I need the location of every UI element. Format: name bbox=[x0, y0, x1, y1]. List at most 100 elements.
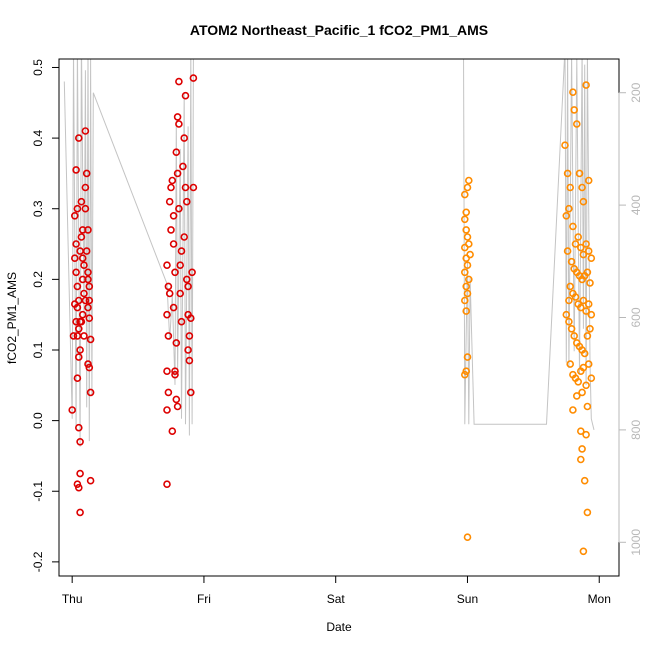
data-point bbox=[576, 427, 585, 436]
data-point bbox=[175, 120, 183, 128]
right-y-tick-label: 200 bbox=[629, 82, 643, 102]
data-point bbox=[80, 261, 88, 270]
altitude-trace-line bbox=[63, 59, 595, 447]
data-point bbox=[463, 289, 472, 298]
data-point bbox=[578, 183, 586, 192]
data-point bbox=[566, 360, 575, 368]
data-point bbox=[463, 261, 472, 270]
data-point bbox=[72, 240, 80, 248]
data-point bbox=[464, 176, 473, 185]
data-point bbox=[171, 367, 179, 376]
data-point bbox=[75, 353, 83, 361]
data-point bbox=[579, 547, 588, 556]
data-point bbox=[576, 243, 585, 252]
data-point bbox=[72, 268, 80, 277]
data-point bbox=[164, 388, 173, 397]
x-axis: Thu Fri Sat Sun Mon bbox=[62, 575, 611, 606]
data-point bbox=[84, 303, 92, 312]
data-point bbox=[579, 250, 588, 259]
data-point bbox=[574, 377, 583, 386]
data-point bbox=[78, 254, 87, 263]
x-tick-label: Sun bbox=[457, 592, 478, 606]
data-point bbox=[462, 226, 471, 234]
data-point bbox=[163, 367, 171, 376]
data-point bbox=[163, 480, 171, 489]
data-point bbox=[562, 212, 571, 220]
data-point bbox=[167, 226, 175, 234]
data-point bbox=[75, 134, 83, 142]
data-point bbox=[176, 289, 184, 298]
data-point bbox=[86, 388, 95, 397]
data-point bbox=[460, 190, 469, 199]
data-point bbox=[85, 282, 94, 291]
data-point bbox=[163, 261, 171, 270]
data-point bbox=[80, 332, 88, 340]
data-point bbox=[460, 296, 469, 305]
data-point bbox=[172, 339, 181, 347]
y-tick-label: 0.5 bbox=[31, 59, 45, 76]
data-point bbox=[586, 324, 594, 333]
data-point bbox=[582, 240, 590, 248]
data-point bbox=[460, 215, 469, 224]
data-point bbox=[69, 332, 78, 340]
data-point bbox=[81, 204, 90, 213]
data-point bbox=[73, 303, 82, 312]
data-point bbox=[176, 261, 184, 270]
data-point bbox=[570, 332, 579, 340]
data-point bbox=[462, 367, 471, 376]
data-point bbox=[566, 183, 575, 192]
data-point bbox=[71, 254, 79, 263]
data-point bbox=[173, 402, 182, 411]
data-point bbox=[571, 293, 580, 301]
data-point bbox=[466, 250, 474, 259]
data-point bbox=[565, 317, 573, 326]
data-point bbox=[576, 455, 585, 464]
data-point bbox=[578, 388, 586, 397]
data-point bbox=[584, 300, 593, 308]
data-point bbox=[84, 360, 92, 368]
data-point bbox=[180, 233, 188, 241]
chart-title: ATOM2 Northeast_Pacific_1 fCO2_PM1_AMS bbox=[190, 22, 488, 38]
data-point bbox=[462, 282, 471, 291]
data-point bbox=[76, 247, 84, 255]
data-point bbox=[584, 247, 593, 255]
data-point bbox=[463, 183, 472, 192]
data-point bbox=[572, 120, 581, 128]
data-point bbox=[179, 162, 187, 171]
data-point bbox=[85, 296, 94, 305]
data-point bbox=[173, 113, 182, 121]
y-tick-label: -0.2 bbox=[31, 551, 45, 572]
right-altitude-axis: 200 400 600 800 1000 bbox=[618, 82, 643, 556]
y-tick-label: 0.0 bbox=[31, 412, 45, 429]
data-point bbox=[562, 310, 571, 319]
data-point bbox=[571, 240, 580, 248]
data-point bbox=[464, 240, 473, 248]
data-point bbox=[183, 275, 191, 284]
data-point bbox=[169, 303, 178, 312]
data-point bbox=[572, 392, 581, 400]
data-point bbox=[169, 212, 178, 220]
data-point bbox=[76, 469, 84, 478]
data-point bbox=[171, 370, 179, 379]
data-point bbox=[570, 106, 579, 114]
data-point bbox=[75, 324, 83, 333]
x-tick-label: Mon bbox=[588, 592, 611, 606]
data-point bbox=[76, 437, 84, 446]
data-point bbox=[78, 310, 87, 319]
data-point bbox=[463, 353, 472, 361]
data-point bbox=[569, 88, 577, 96]
data-point bbox=[75, 423, 83, 432]
data-point bbox=[73, 374, 82, 383]
data-point bbox=[167, 183, 175, 192]
data-point bbox=[76, 346, 84, 354]
data-point bbox=[579, 363, 588, 372]
data-point bbox=[73, 204, 82, 213]
plot-frame bbox=[58, 58, 620, 577]
data-point bbox=[587, 374, 596, 383]
data-point bbox=[582, 307, 590, 315]
data-point bbox=[175, 77, 183, 86]
data-point bbox=[77, 197, 86, 206]
data-point bbox=[163, 310, 171, 319]
data-point bbox=[584, 176, 593, 185]
